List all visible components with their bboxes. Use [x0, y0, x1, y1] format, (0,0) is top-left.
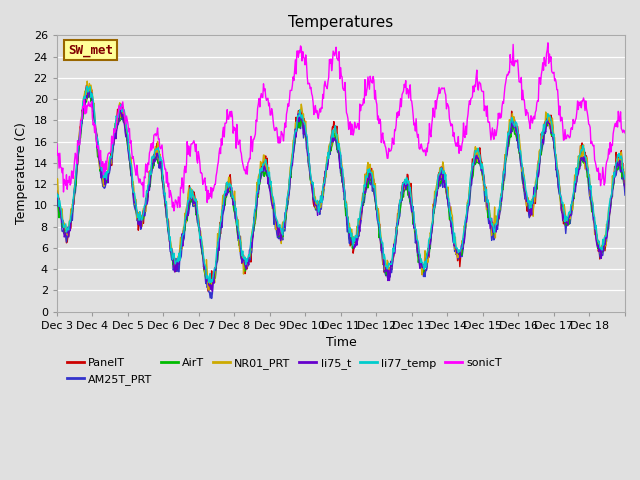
Title: Temperatures: Temperatures [288, 15, 394, 30]
Text: SW_met: SW_met [68, 44, 113, 57]
Legend: PanelT, AM25T_PRT, AirT, NR01_PRT, li75_t, li77_temp, sonicT: PanelT, AM25T_PRT, AirT, NR01_PRT, li75_… [62, 354, 506, 389]
Y-axis label: Temperature (C): Temperature (C) [15, 122, 28, 225]
X-axis label: Time: Time [326, 336, 356, 349]
